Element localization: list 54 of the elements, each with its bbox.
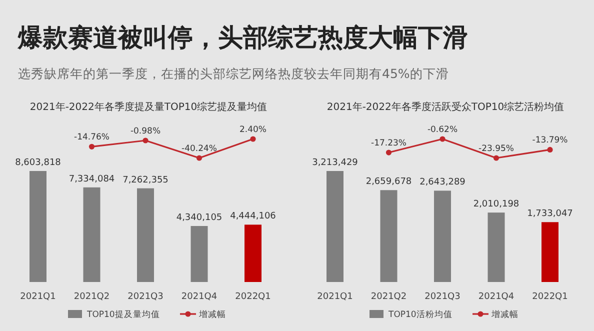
data-label: 2.40% [239, 125, 267, 135]
data-label: 3,213,429 [312, 158, 358, 168]
point [196, 155, 202, 161]
point [547, 146, 553, 153]
bar [434, 190, 451, 282]
legend-label: TOP10提及量均值 [86, 309, 160, 320]
bar [30, 171, 46, 282]
data-label: 4,444,106 [230, 212, 276, 222]
bar [244, 224, 262, 282]
data-label: 2,659,678 [366, 177, 412, 188]
x-tick-label: 2021Q3 [424, 292, 460, 302]
data-label: 1,733,047 [527, 209, 573, 220]
point [250, 136, 256, 142]
data-label: -40.24% [182, 144, 217, 154]
x-tick-label: 2022Q1 [532, 292, 568, 302]
point [88, 144, 95, 150]
point [386, 150, 392, 156]
x-tick-label: 2021Q3 [128, 292, 164, 302]
bar [380, 190, 398, 282]
point [440, 136, 446, 142]
data-label: 2,010,198 [473, 200, 520, 210]
text: 爆款赛道被叫停，头部综艺热度大幅下滑 [17, 23, 468, 52]
x-tick-label: 2021Q1 [317, 292, 353, 302]
bar [137, 188, 154, 282]
x-tick-label: 2021Q2 [370, 292, 407, 302]
x-tick-label: 2021Q2 [74, 292, 110, 302]
x-tick-label: 2021Q4 [478, 292, 514, 302]
data-label: -13.79% [532, 136, 568, 146]
bar [190, 226, 208, 282]
legend-label: TOP10活粉均值 [388, 309, 452, 320]
data-label: -14.76% [74, 132, 110, 143]
point [142, 138, 148, 144]
x-tick-label: 2021Q4 [181, 292, 218, 302]
text: 选秀缺席年的第一季度，在播的头部综艺网络热度较去年同期有45%的下滑 [18, 66, 449, 81]
legend-label: 增减幅 [198, 309, 226, 320]
x-tick-label: 2022Q1 [235, 292, 271, 302]
bar [542, 222, 558, 282]
legend-label: 增减幅 [490, 309, 518, 320]
data-label: -23.95% [478, 144, 514, 154]
data-label: 4,340,105 [176, 213, 222, 224]
point [493, 155, 500, 161]
data-label: -0.62% [427, 125, 458, 135]
data-label: -17.23% [371, 138, 406, 149]
data-label: -0.98% [130, 126, 161, 137]
data-label: 7,262,355 [122, 175, 168, 186]
data-label: 2,643,289 [420, 178, 466, 188]
bar [488, 212, 505, 282]
x-tick-label: 2021Q1 [20, 292, 56, 302]
bar [326, 171, 344, 282]
chart-title: 2021年-2022年各季度提及量TOP10综艺提及量均值 [30, 101, 268, 113]
data-label: 7,334,084 [68, 174, 115, 184]
bar [83, 187, 100, 282]
chart-title: 2021年-2022年各季度活跃受众TOP10综艺活粉均值 [326, 101, 564, 113]
data-label: 8,603,818 [15, 158, 62, 168]
